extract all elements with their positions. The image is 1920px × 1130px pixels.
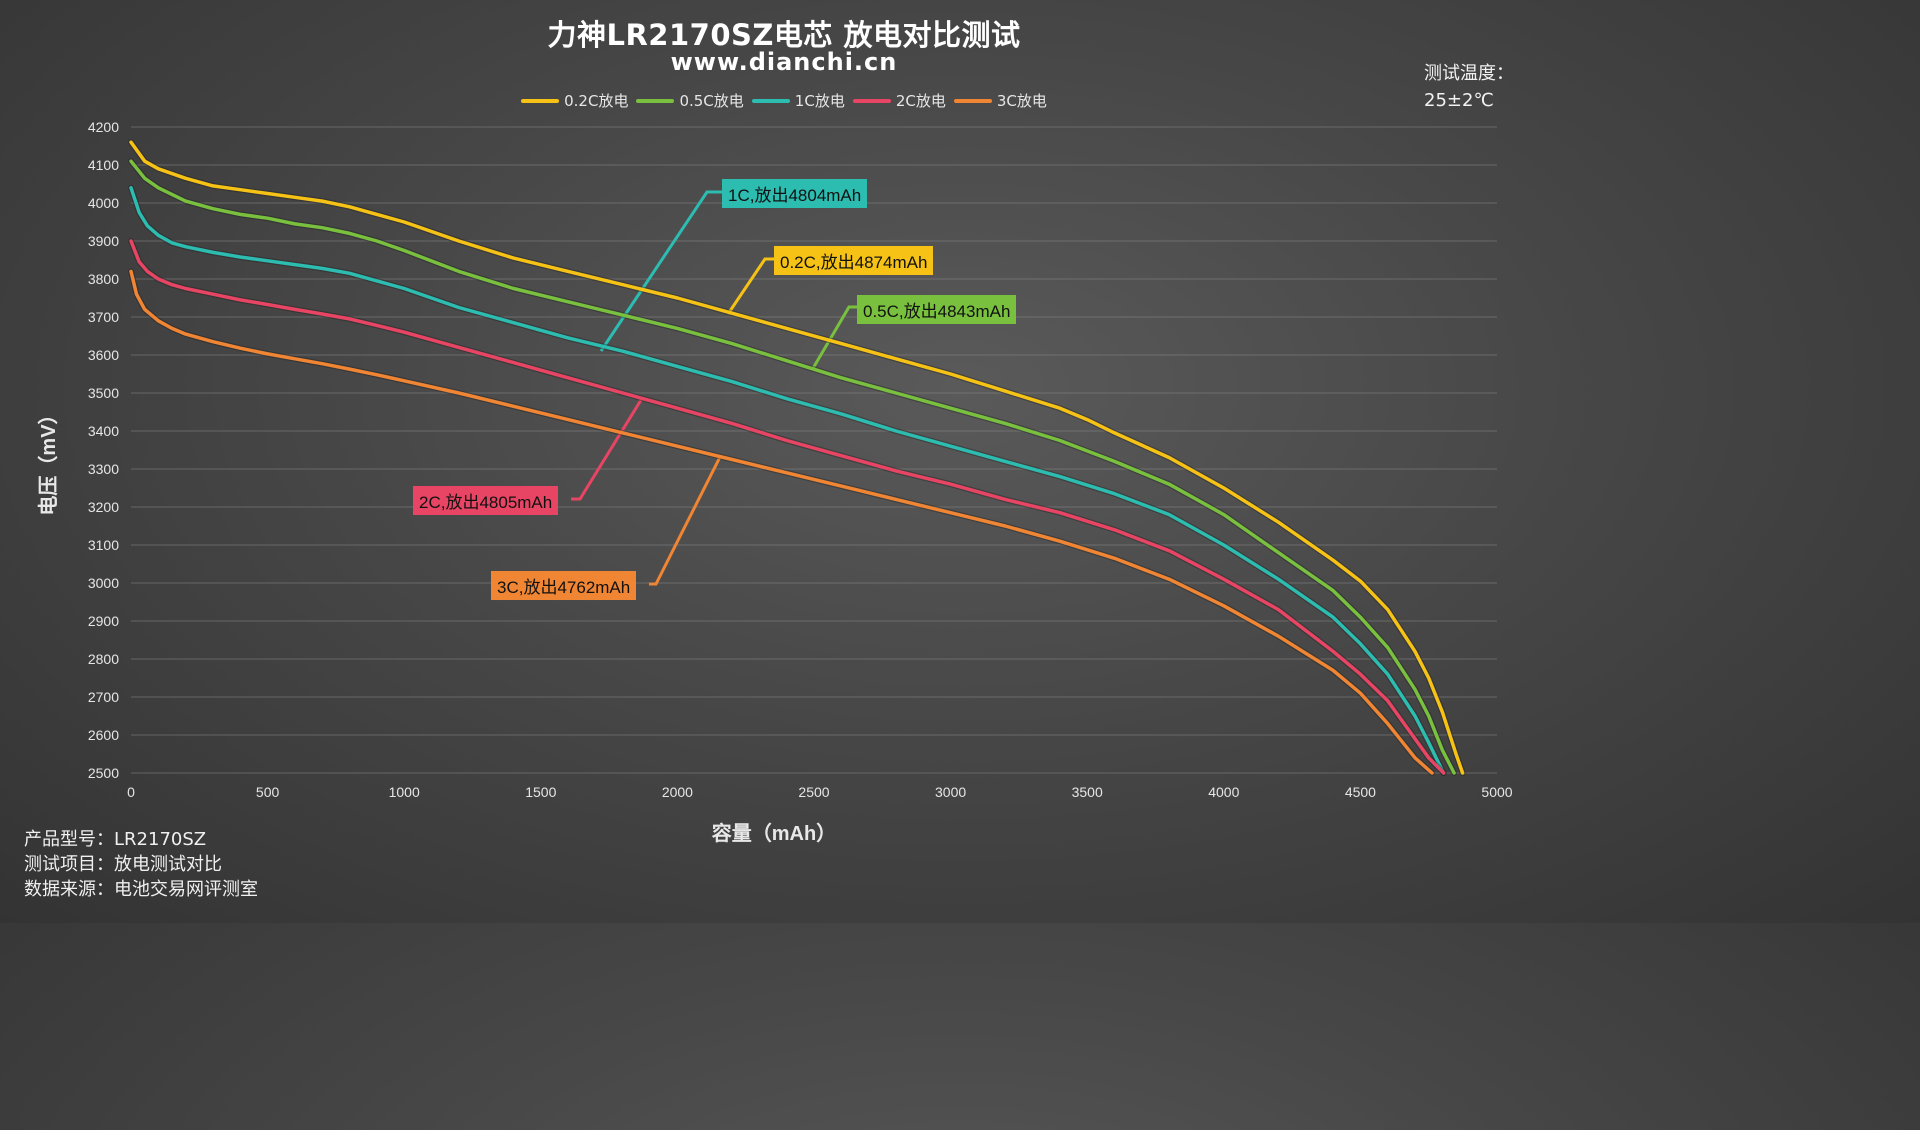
data-source: 数据来源：电池交易网评测室 (24, 879, 258, 900)
callout-0-5c: 0.5C,放出4843mAh (857, 295, 1017, 324)
y-tick-label: 3600 (88, 347, 119, 363)
y-tick-label: 3800 (88, 271, 119, 287)
legend: 0.2C放电 0.5C放电 1C放电 2C放电 3C放电 (0, 90, 1568, 111)
y-tick-label: 4100 (88, 157, 119, 173)
callout-0-2c: 0.2C,放出4874mAh (774, 246, 934, 275)
y-tick-label: 2500 (88, 765, 119, 781)
x-axis-label: 容量（mAh） (712, 821, 836, 845)
legend-swatch (751, 98, 790, 103)
x-tick-labels: 0 500 1000 1500 2000 2500 3000 3500 4000 4500 5000 (127, 784, 1513, 800)
legend-item: 0.2C放电 (521, 90, 628, 111)
callout-1c: 1C,放出4804mAh (722, 179, 868, 208)
legend-label: 0.2C放电 (564, 92, 629, 110)
y-tick-label: 4200 (88, 119, 119, 135)
x-tick-label: 500 (256, 784, 280, 800)
callout-3c: 3C,放出4762mAh (491, 571, 637, 600)
x-tick-label: 0 (127, 784, 135, 800)
temperature-info: 测试温度： 25±2℃ (1424, 60, 1514, 114)
y-axis-label: 电压（mV） (37, 404, 60, 515)
legend-label: 2C放电 (895, 92, 946, 110)
x-tick-label: 3500 (1072, 784, 1103, 800)
y-tick-label: 3100 (88, 537, 119, 553)
legend-label: 3C放电 (996, 92, 1047, 110)
callout-leader (726, 257, 774, 315)
legend-swatch (953, 98, 992, 103)
series-line-shadow (128, 184, 1447, 776)
callout-leader (571, 399, 643, 501)
series-line (129, 186, 1446, 775)
callout-leader (599, 190, 722, 352)
y-tick-label: 3000 (88, 575, 119, 591)
test-item: 测试项目：放电测试对比 (24, 854, 222, 875)
legend-label: 1C放电 (794, 92, 845, 110)
y-tick-label: 2800 (88, 651, 119, 667)
temperature-value: 25±2℃ (1424, 90, 1494, 111)
x-tick-label: 1000 (389, 784, 420, 800)
discharge-chart: 2500 2600 2700 2800 2900 3000 3100 3200 3300 3400… (37, 119, 1513, 845)
legend-label: 0.5C放电 (679, 92, 744, 110)
y-tick-label: 3300 (88, 461, 119, 477)
series-line (129, 140, 1465, 775)
y-tick-label: 2900 (88, 613, 119, 629)
product-model: 产品型号：LR2170SZ (24, 829, 207, 850)
y-tick-label: 3900 (88, 233, 119, 249)
x-tick-label: 2500 (798, 784, 829, 800)
x-tick-label: 4500 (1345, 784, 1376, 800)
callout-leader (649, 456, 722, 586)
x-tick-label: 2000 (662, 784, 693, 800)
legend-swatch (636, 98, 675, 103)
y-tick-label: 4000 (88, 195, 119, 211)
callout-2c: 2C,放出4805mAh (413, 486, 559, 515)
x-tick-label: 3000 (935, 784, 966, 800)
y-tick-label: 3500 (88, 385, 119, 401)
temperature-label: 测试温度： (1424, 63, 1514, 84)
grid-lines (131, 126, 1497, 774)
footer-info: 产品型号：LR2170SZ 测试项目：放电测试对比 数据来源：电池交易网评测室 (24, 827, 258, 902)
x-tick-label: 5000 (1481, 784, 1512, 800)
chart-title: 力神LR2170SZ电芯 放电对比测试 (547, 18, 1021, 52)
site-url: www.dianchi.cn (670, 48, 898, 76)
x-tick-label: 4000 (1208, 784, 1239, 800)
series-line (129, 269, 1434, 775)
legend-swatch (521, 98, 560, 103)
y-tick-label: 3200 (88, 499, 119, 515)
callout-leader (810, 305, 857, 371)
y-tick-label: 3400 (88, 423, 119, 439)
legend-swatch (852, 98, 891, 103)
y-tick-labels: 2500 2600 2700 2800 2900 3000 3100 3200 3300 3400… (88, 119, 119, 781)
legend-item: 1C放电 (751, 90, 845, 111)
legend-item: 3C放电 (953, 90, 1047, 111)
y-tick-label: 2600 (88, 727, 119, 743)
legend-item: 0.5C放电 (636, 90, 744, 111)
series-lines (128, 139, 1466, 776)
series-line-shadow (128, 139, 1466, 776)
legend-item: 2C放电 (852, 90, 946, 111)
y-tick-label: 2700 (88, 689, 119, 705)
series-line (129, 159, 1456, 775)
y-tick-label: 3700 (88, 309, 119, 325)
series-line (129, 239, 1446, 775)
x-tick-label: 1500 (525, 784, 556, 800)
